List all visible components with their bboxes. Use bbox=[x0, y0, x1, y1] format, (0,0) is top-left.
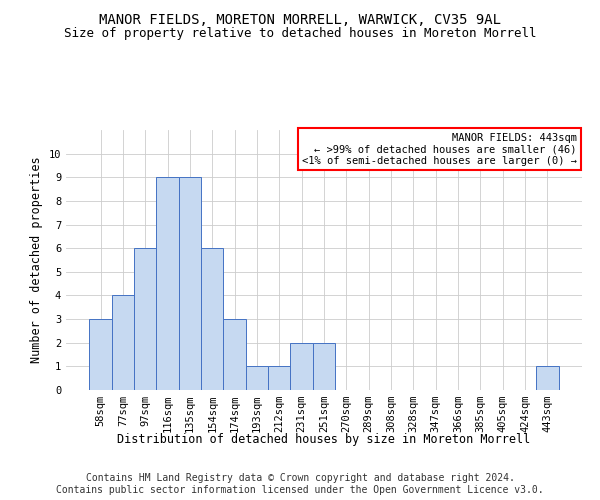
Text: Contains HM Land Registry data © Crown copyright and database right 2024.
Contai: Contains HM Land Registry data © Crown c… bbox=[56, 474, 544, 495]
Bar bbox=[246, 366, 268, 390]
Bar bbox=[223, 319, 246, 390]
Bar bbox=[157, 178, 179, 390]
Bar bbox=[112, 296, 134, 390]
Text: Size of property relative to detached houses in Moreton Morrell: Size of property relative to detached ho… bbox=[64, 28, 536, 40]
Text: MANOR FIELDS, MORETON MORRELL, WARWICK, CV35 9AL: MANOR FIELDS, MORETON MORRELL, WARWICK, … bbox=[99, 12, 501, 26]
Bar bbox=[179, 178, 201, 390]
Bar bbox=[290, 342, 313, 390]
Bar bbox=[201, 248, 223, 390]
Bar bbox=[89, 319, 112, 390]
Text: Distribution of detached houses by size in Moreton Morrell: Distribution of detached houses by size … bbox=[118, 432, 530, 446]
Bar bbox=[313, 342, 335, 390]
Bar bbox=[536, 366, 559, 390]
Bar bbox=[134, 248, 157, 390]
Y-axis label: Number of detached properties: Number of detached properties bbox=[30, 156, 43, 364]
Bar bbox=[268, 366, 290, 390]
Text: MANOR FIELDS: 443sqm
← >99% of detached houses are smaller (46)
<1% of semi-deta: MANOR FIELDS: 443sqm ← >99% of detached … bbox=[302, 132, 577, 166]
